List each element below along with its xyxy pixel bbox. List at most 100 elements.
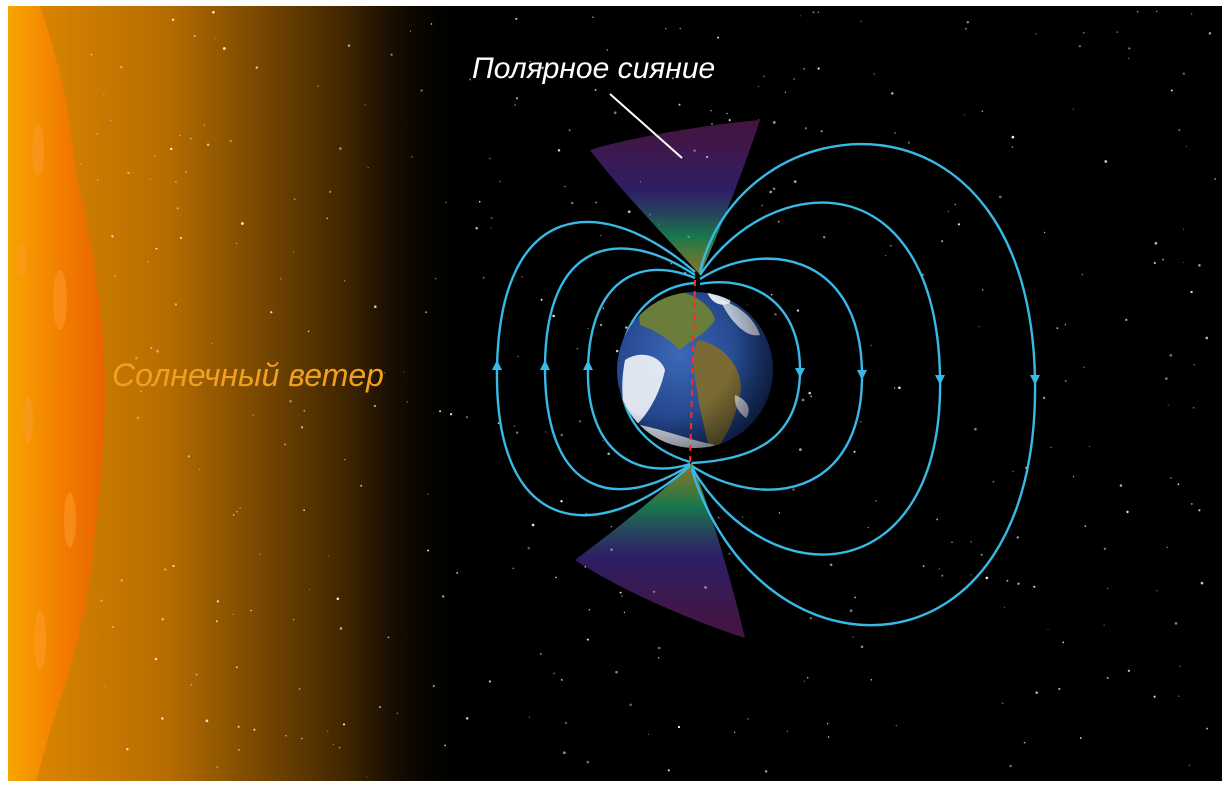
star <box>298 688 301 690</box>
star <box>241 222 244 225</box>
star <box>216 766 219 768</box>
star <box>757 118 760 121</box>
star <box>817 11 819 13</box>
star <box>1198 509 1201 512</box>
star <box>1047 628 1049 631</box>
star <box>364 104 366 106</box>
star <box>629 703 633 707</box>
star <box>557 149 561 152</box>
star <box>336 597 340 601</box>
star <box>135 357 138 360</box>
star <box>203 124 206 126</box>
star <box>387 636 390 639</box>
star <box>252 414 254 417</box>
star <box>1208 32 1212 35</box>
star <box>316 373 319 375</box>
star <box>860 645 864 649</box>
star <box>613 111 617 114</box>
star <box>957 223 961 226</box>
star <box>992 480 995 483</box>
star <box>147 261 149 263</box>
star <box>852 636 854 638</box>
star <box>161 617 165 621</box>
star <box>606 49 609 51</box>
star <box>670 263 672 265</box>
star <box>1003 606 1006 608</box>
star <box>109 119 112 122</box>
star <box>198 468 200 470</box>
star <box>516 431 519 434</box>
star <box>875 500 877 502</box>
star <box>625 326 628 329</box>
star <box>1002 702 1004 704</box>
star <box>1125 318 1128 322</box>
star <box>1072 476 1075 478</box>
star <box>1205 336 1209 340</box>
star <box>778 512 781 514</box>
star <box>179 237 183 240</box>
star <box>1193 364 1195 366</box>
solar-wind-label: Солнечный ветер <box>112 357 384 393</box>
star <box>270 311 273 314</box>
star <box>594 89 597 91</box>
star <box>490 216 493 220</box>
star <box>528 716 531 718</box>
star <box>951 541 953 543</box>
star <box>853 450 856 453</box>
star <box>339 147 342 150</box>
star <box>792 488 795 491</box>
star <box>1127 669 1131 672</box>
star <box>786 730 788 732</box>
star <box>621 595 623 597</box>
star <box>1126 510 1129 514</box>
star <box>253 728 256 731</box>
star <box>541 66 544 70</box>
star <box>126 747 129 751</box>
star <box>1192 406 1195 409</box>
star <box>796 309 800 312</box>
star <box>289 399 292 403</box>
star <box>710 109 712 112</box>
star <box>678 103 681 106</box>
star <box>657 646 661 650</box>
star <box>222 47 226 50</box>
star <box>456 572 459 574</box>
star <box>373 404 377 408</box>
star <box>726 112 728 115</box>
star <box>514 104 516 106</box>
star <box>466 717 469 720</box>
star <box>497 422 500 424</box>
star <box>860 20 862 22</box>
star <box>728 118 731 122</box>
star <box>212 11 215 14</box>
star <box>1165 377 1168 380</box>
sun-edge-icon <box>8 6 105 781</box>
star <box>441 595 445 598</box>
star <box>482 277 485 279</box>
star <box>545 431 547 433</box>
star <box>164 568 167 571</box>
earth-globe-icon <box>617 292 773 448</box>
star <box>406 401 408 403</box>
star <box>711 122 713 125</box>
star <box>185 170 187 173</box>
star <box>174 303 178 306</box>
star <box>870 344 872 347</box>
star <box>1177 483 1180 486</box>
star <box>1153 695 1156 698</box>
star <box>172 564 175 568</box>
star <box>907 141 911 144</box>
star <box>1064 379 1067 382</box>
star <box>742 516 744 518</box>
star <box>529 61 531 63</box>
star <box>610 525 613 528</box>
star <box>512 567 515 570</box>
star <box>531 523 535 527</box>
star <box>588 608 591 611</box>
star <box>809 617 812 620</box>
star <box>1166 546 1168 549</box>
star <box>284 443 287 446</box>
star <box>90 53 93 56</box>
star <box>1103 547 1107 550</box>
star <box>255 66 259 69</box>
